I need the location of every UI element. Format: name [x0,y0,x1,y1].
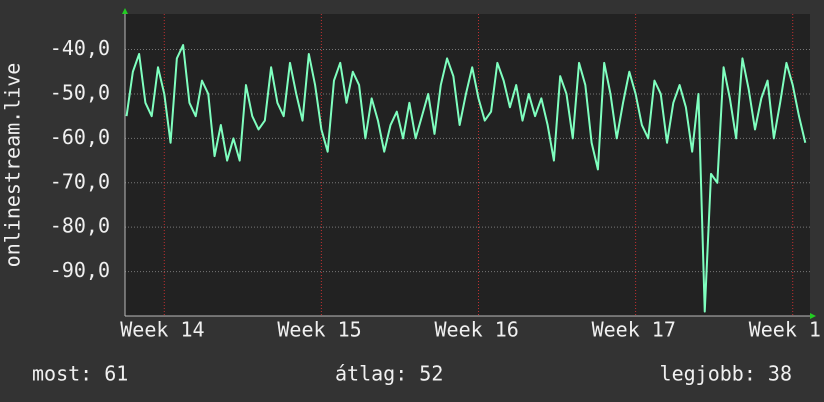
stat-current: most: 61 [32,362,128,386]
y-axis-label: onlinestream.live [1,63,25,268]
y-tick-label: -70,0 [50,169,110,193]
y-tick-label: -40,0 [50,36,110,60]
x-tick-label: Week 15 [277,318,361,342]
x-tick-label: Week 17 [592,318,676,342]
x-tick-label: Week 16 [434,318,518,342]
data-line [125,44,807,313]
stat-best: legjobb: 38 [660,362,792,386]
marks [125,44,807,313]
grid [125,14,810,316]
stat-average: átlag: 52 [335,362,443,386]
plot-area [125,14,810,316]
x-tick-label: Week 14 [120,318,204,342]
y-tick-label: -80,0 [50,214,110,238]
y-tick-label: -60,0 [50,125,110,149]
y-tick-label: -90,0 [50,258,110,282]
y-axis-arrow [122,8,128,14]
x-axis-arrow [810,313,816,319]
y-tick-label: -50,0 [50,80,110,104]
x-tick-label: Week 1 [749,318,821,342]
